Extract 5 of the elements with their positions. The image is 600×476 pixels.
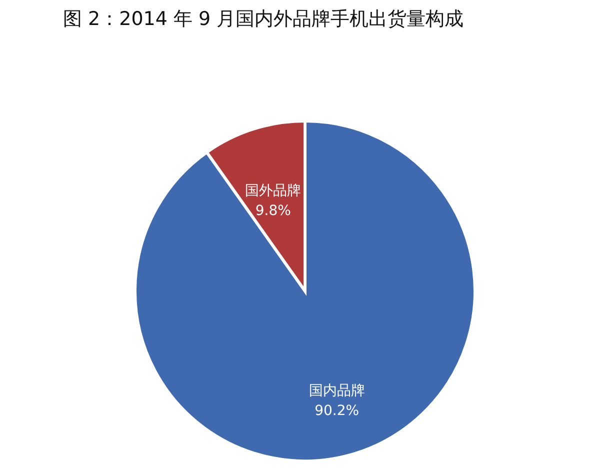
data-label: 90.2%: [314, 403, 360, 420]
chart-title: 图 2：2014 年 9 月国内外品牌手机出货量构成: [63, 8, 464, 30]
slice-label: 国内品牌: [308, 383, 365, 400]
data-label: 9.8%: [255, 202, 291, 219]
slice-label: 国外品牌: [245, 182, 302, 199]
